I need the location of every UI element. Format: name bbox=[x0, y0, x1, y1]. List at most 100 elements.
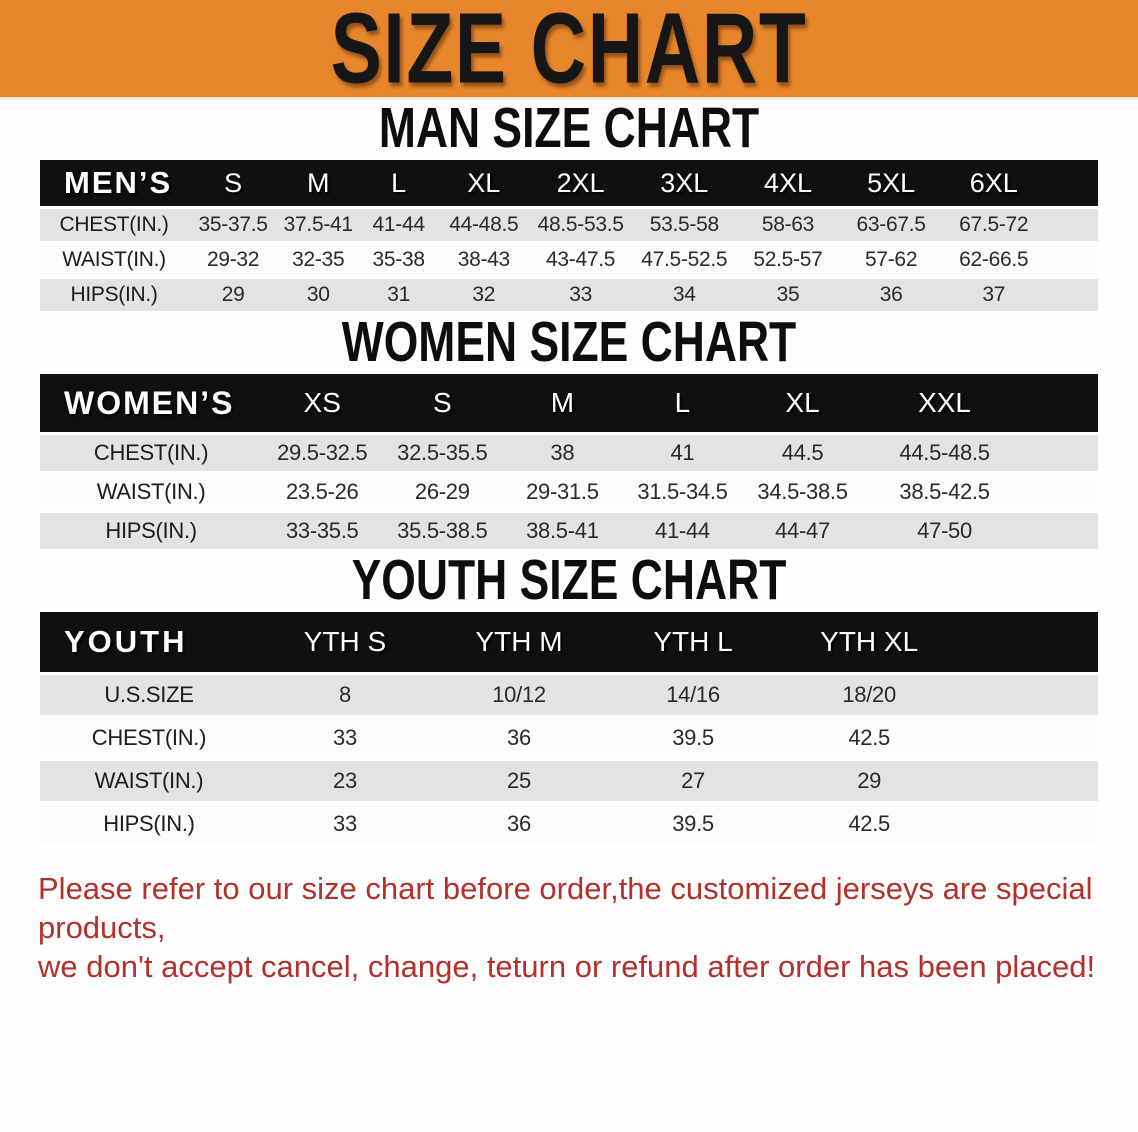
column-header: L bbox=[622, 374, 743, 432]
banner: SIZE CHART bbox=[0, 0, 1138, 100]
size-header-row: YOUTH YTH S YTH M YTH L YTH XL bbox=[40, 612, 1098, 672]
table-row: WAIST(IN.) 23 25 27 29 bbox=[40, 761, 1098, 801]
size-chart-page: SIZE CHART MAN SIZE CHART MEN’S S M L XL 2XL 3… bbox=[0, 0, 1138, 986]
size-cell: 39.5 bbox=[606, 804, 781, 844]
size-cell: 26-29 bbox=[382, 474, 503, 510]
table-row: HIPS(IN.) 29 30 31 32 33 34 35 36 37 bbox=[40, 279, 1098, 311]
column-header: 6XL bbox=[942, 160, 1046, 206]
row-label: CHEST(IN.) bbox=[40, 718, 258, 758]
column-header: YTH XL bbox=[780, 612, 959, 672]
row-filler-cell bbox=[1045, 244, 1098, 276]
size-cell: 8 bbox=[257, 675, 432, 715]
column-header: M bbox=[502, 374, 623, 432]
column-header: YTH L bbox=[606, 612, 781, 672]
row-label: CHEST(IN.) bbox=[40, 209, 189, 241]
size-cell: 27 bbox=[606, 761, 781, 801]
size-cell: 31.5-34.5 bbox=[622, 474, 743, 510]
size-cell: 29 bbox=[780, 761, 959, 801]
size-cell: 53.5-58 bbox=[632, 209, 737, 241]
size-cell: 36 bbox=[839, 279, 943, 311]
disclaimer-line-1: Please refer to our size chart before or… bbox=[38, 871, 1093, 945]
size-cell: 29.5-32.5 bbox=[262, 435, 383, 471]
size-cell: 32 bbox=[438, 279, 529, 311]
column-header: S bbox=[188, 160, 279, 206]
column-header: 3XL bbox=[632, 160, 737, 206]
column-header: YTH S bbox=[257, 612, 432, 672]
table-row: CHEST(IN.) 33 36 39.5 42.5 bbox=[40, 718, 1098, 758]
women-size-table: WOMEN’S XS S M L XL XXL CHEST(IN.) 29.5-32.5 32.5… bbox=[40, 371, 1098, 552]
row-filler-cell bbox=[958, 804, 1098, 844]
column-header: YTH M bbox=[431, 612, 606, 672]
column-header: XS bbox=[262, 374, 383, 432]
row-filler-cell bbox=[958, 675, 1098, 715]
column-header: 4XL bbox=[736, 160, 840, 206]
size-cell: 32.5-35.5 bbox=[382, 435, 503, 471]
column-header: XL bbox=[742, 374, 863, 432]
size-cell: 44.5-48.5 bbox=[862, 435, 1027, 471]
row-label: HIPS(IN.) bbox=[40, 279, 189, 311]
size-cell: 38-43 bbox=[438, 244, 529, 276]
row-label: WAIST(IN.) bbox=[40, 244, 189, 276]
men-size-table: MEN’S S M L XL 2XL 3XL 4XL 5XL 6XL CHEST(IN.) 35-37… bbox=[40, 157, 1098, 314]
size-cell: 57-62 bbox=[839, 244, 943, 276]
size-cell: 47.5-52.5 bbox=[632, 244, 737, 276]
column-header: M bbox=[278, 160, 359, 206]
size-cell: 33 bbox=[257, 804, 432, 844]
size-cell: 33 bbox=[528, 279, 633, 311]
column-header: 2XL bbox=[528, 160, 633, 206]
size-cell: 29-31.5 bbox=[502, 474, 623, 510]
size-cell: 41 bbox=[622, 435, 743, 471]
row-filler-cell bbox=[958, 761, 1098, 801]
size-cell: 38.5-42.5 bbox=[862, 474, 1027, 510]
page-title: SIZE CHART bbox=[330, 0, 808, 104]
column-header: S bbox=[382, 374, 503, 432]
table-row: CHEST(IN.) 35-37.5 37.5-41 41-44 44-48.5 48.5… bbox=[40, 209, 1098, 241]
size-cell: 29-32 bbox=[188, 244, 279, 276]
women-size-section: WOMEN SIZE CHART WOMEN’S XS S M L XL XXL CHEST(… bbox=[0, 314, 1138, 552]
men-size-section: MAN SIZE CHART MEN’S S M L XL 2XL 3XL 4XL 5XL 6XL… bbox=[0, 100, 1138, 314]
youth-size-section: YOUTH SIZE CHART YOUTH YTH S YTH M YTH L YTH… bbox=[0, 552, 1138, 847]
size-cell: 18/20 bbox=[780, 675, 959, 715]
size-cell: 37.5-41 bbox=[278, 209, 359, 241]
group-label: MEN’S bbox=[40, 160, 189, 206]
size-cell: 44.5 bbox=[742, 435, 863, 471]
size-cell: 37 bbox=[942, 279, 1046, 311]
size-cell: 44-48.5 bbox=[438, 209, 529, 241]
size-cell: 10/12 bbox=[431, 675, 606, 715]
size-cell: 33-35.5 bbox=[262, 513, 383, 549]
size-cell: 67.5-72 bbox=[942, 209, 1046, 241]
row-label: HIPS(IN.) bbox=[40, 513, 263, 549]
size-cell: 42.5 bbox=[780, 804, 959, 844]
group-label: YOUTH bbox=[40, 612, 258, 672]
row-filler-cell bbox=[1045, 209, 1098, 241]
size-cell: 35-38 bbox=[358, 244, 439, 276]
size-cell: 62-66.5 bbox=[942, 244, 1046, 276]
size-cell: 52.5-57 bbox=[736, 244, 840, 276]
size-cell: 41-44 bbox=[622, 513, 743, 549]
row-label: WAIST(IN.) bbox=[40, 474, 263, 510]
size-cell: 34.5-38.5 bbox=[742, 474, 863, 510]
size-cell: 23.5-26 bbox=[262, 474, 383, 510]
row-filler-cell bbox=[958, 718, 1098, 758]
size-cell: 58-63 bbox=[736, 209, 840, 241]
size-cell: 47-50 bbox=[862, 513, 1027, 549]
column-header: XXL bbox=[862, 374, 1027, 432]
size-cell: 44-47 bbox=[742, 513, 863, 549]
size-cell: 35.5-38.5 bbox=[382, 513, 503, 549]
size-cell: 42.5 bbox=[780, 718, 959, 758]
table-row: HIPS(IN.) 33 36 39.5 42.5 bbox=[40, 804, 1098, 844]
size-cell: 34 bbox=[632, 279, 737, 311]
group-label: WOMEN’S bbox=[40, 374, 263, 432]
size-header-row: WOMEN’S XS S M L XL XXL bbox=[40, 374, 1098, 432]
size-cell: 35-37.5 bbox=[188, 209, 279, 241]
youth-section-heading: YOUTH SIZE CHART bbox=[351, 548, 787, 612]
size-cell: 25 bbox=[431, 761, 606, 801]
size-cell: 36 bbox=[431, 718, 606, 758]
size-cell: 23 bbox=[257, 761, 432, 801]
size-cell: 41-44 bbox=[358, 209, 439, 241]
size-header-row: MEN’S S M L XL 2XL 3XL 4XL 5XL 6XL bbox=[40, 160, 1098, 206]
disclaimer: Please refer to our size chart before or… bbox=[38, 869, 1118, 986]
size-cell: 43-47.5 bbox=[528, 244, 633, 276]
row-filler-cell bbox=[1026, 513, 1098, 549]
row-filler-cell bbox=[1026, 435, 1098, 471]
